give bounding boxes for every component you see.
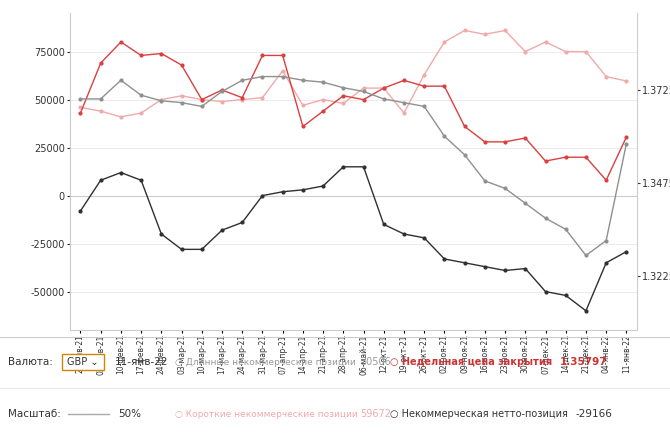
Text: -29166: -29166 [575,409,612,419]
Text: ○ Длинные некоммерческие позиции: ○ Длинные некоммерческие позиции [175,358,356,367]
Bar [62,355,104,370]
Text: ○ Некоммерческая нетто-позиция: ○ Некоммерческая нетто-позиция [390,409,568,419]
Text: Валюта:: Валюта: [8,357,53,367]
Text: ○ Короткие некоммерческие позиции: ○ Короткие некоммерческие позиции [175,410,358,418]
Text: GBP ⌄: GBP ⌄ [67,357,98,367]
Text: 59672: 59672 [360,409,391,419]
Text: 30506: 30506 [360,357,391,367]
Text: ○ Недельная цена закрытия: ○ Недельная цена закрытия [390,357,552,367]
Text: 1.35797: 1.35797 [560,357,608,367]
Text: Масштаб:: Масштаб: [8,409,61,419]
Text: 50%: 50% [118,409,141,419]
Text: 11-янв-22: 11-янв-22 [115,357,168,367]
